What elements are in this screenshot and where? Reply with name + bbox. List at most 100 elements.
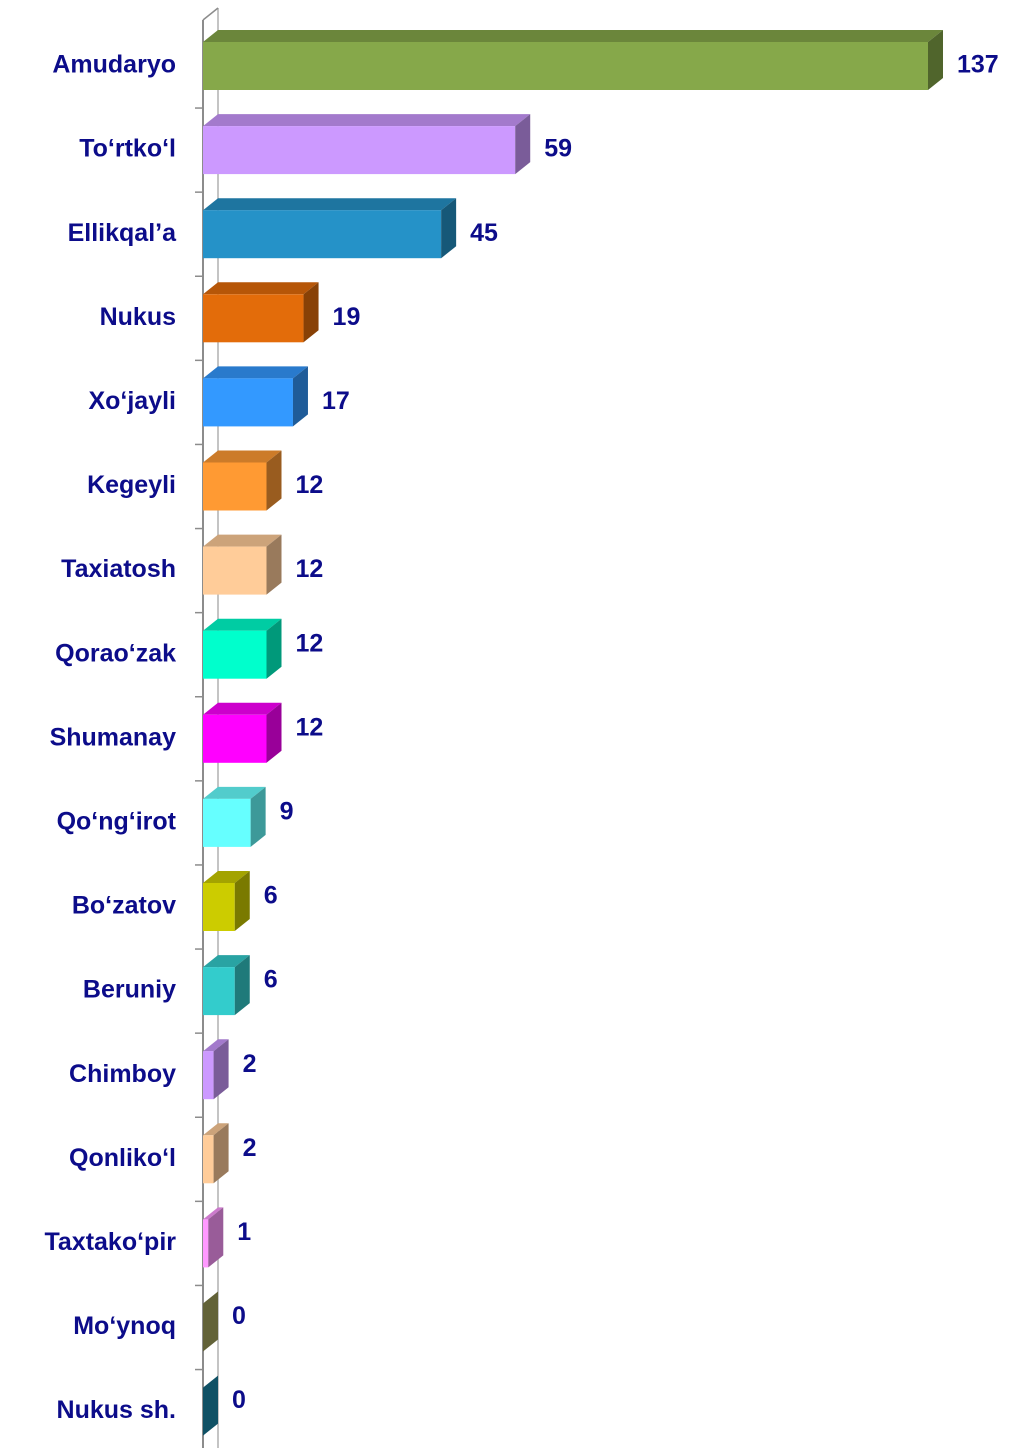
category-label: Nukus xyxy=(100,303,176,331)
bar-front xyxy=(203,294,304,343)
value-label: 2 xyxy=(243,1134,257,1162)
category-label: Shumanay xyxy=(50,723,177,751)
category-label: Taxiatosh xyxy=(61,555,176,583)
bar xyxy=(203,1375,218,1436)
value-label: 12 xyxy=(296,629,324,657)
category-label: Amudaryo xyxy=(52,51,176,79)
bar-side xyxy=(203,1291,218,1352)
bar-side xyxy=(234,955,250,1016)
value-label: 0 xyxy=(232,1386,246,1414)
bar-side xyxy=(441,198,457,259)
category-label: Chimboy xyxy=(69,1060,176,1088)
value-label: 0 xyxy=(232,1302,246,1330)
category-label: Xo‘jayli xyxy=(88,387,176,415)
bar-top xyxy=(203,1123,229,1136)
value-label: 12 xyxy=(296,555,324,583)
value-label: 45 xyxy=(470,219,498,247)
value-label: 9 xyxy=(280,798,294,826)
bar xyxy=(203,450,282,511)
value-label: 137 xyxy=(957,51,999,79)
bar xyxy=(203,1123,229,1184)
bar-side xyxy=(213,1039,229,1100)
category-label: Kegeyli xyxy=(87,471,176,499)
bar-top xyxy=(203,1039,229,1052)
bar xyxy=(203,366,308,427)
axis-top xyxy=(202,7,219,21)
bar-front xyxy=(203,630,267,679)
bar-side xyxy=(515,114,531,175)
bar-side xyxy=(203,1375,218,1436)
bar xyxy=(203,702,282,763)
bar-side xyxy=(208,1207,224,1268)
category-label: Nukus sh. xyxy=(57,1396,176,1424)
bar-top xyxy=(203,618,282,631)
bar-top xyxy=(203,366,308,379)
bar-top xyxy=(203,702,282,715)
category-label: Beruniy xyxy=(83,976,176,1004)
bar-side xyxy=(266,450,282,511)
bar-side xyxy=(234,871,250,931)
category-label: Bo‘zatov xyxy=(72,892,176,920)
value-label: 12 xyxy=(296,471,324,499)
bar-side xyxy=(266,618,282,679)
bar xyxy=(203,955,250,1016)
bar-side xyxy=(292,366,308,427)
bar-side xyxy=(928,30,943,90)
bar xyxy=(203,282,319,343)
bar-top xyxy=(203,198,457,211)
bar xyxy=(203,30,943,90)
bar-top xyxy=(203,450,282,463)
bar-front xyxy=(203,462,267,511)
bar-side xyxy=(266,534,282,595)
bar xyxy=(203,114,531,175)
bar-front xyxy=(203,126,516,175)
bar-front xyxy=(203,967,235,1016)
bar-front xyxy=(203,714,267,763)
bar-front xyxy=(203,378,293,427)
bar-top xyxy=(203,1207,224,1220)
category-label: Qonliko‘l xyxy=(69,1144,176,1172)
bar-front xyxy=(203,1219,209,1268)
value-label: 19 xyxy=(333,303,361,331)
bar xyxy=(203,1207,224,1268)
bar xyxy=(203,534,282,595)
bar xyxy=(203,871,250,931)
category-label: To‘rtko‘l xyxy=(79,135,176,163)
value-label: 2 xyxy=(243,1050,257,1078)
bar xyxy=(203,1039,229,1100)
bar-front xyxy=(203,883,235,931)
bar-top xyxy=(203,871,250,883)
value-label: 59 xyxy=(544,135,572,163)
bar xyxy=(203,786,266,847)
bar-front xyxy=(203,1135,214,1184)
bar-front xyxy=(203,210,442,259)
bar-top xyxy=(203,955,250,968)
value-label: 1 xyxy=(237,1218,251,1246)
bar-top xyxy=(203,534,282,547)
value-label: 17 xyxy=(322,387,350,415)
value-label: 12 xyxy=(296,713,324,741)
value-label: 6 xyxy=(264,882,278,910)
bar-side xyxy=(250,786,266,847)
category-label: Qorao‘zak xyxy=(55,639,176,667)
bar xyxy=(203,1291,218,1352)
bar-top xyxy=(203,30,943,42)
category-label: Qo‘ng‘irot xyxy=(57,808,177,836)
bar-top xyxy=(203,282,319,295)
bar-top xyxy=(203,114,531,127)
bar-front xyxy=(203,42,928,90)
category-label: Mo‘ynoq xyxy=(73,1312,176,1340)
value-label: 6 xyxy=(264,966,278,994)
bar xyxy=(203,198,457,259)
bar-front xyxy=(203,798,251,847)
bar-top xyxy=(203,786,266,799)
category-label: Taxtako‘pir xyxy=(44,1228,176,1256)
bar-side xyxy=(303,282,319,343)
bar xyxy=(203,618,282,679)
bar-front xyxy=(203,1051,214,1100)
category-label: Ellikqal’a xyxy=(68,219,177,247)
bar-side xyxy=(213,1123,229,1184)
bar-side xyxy=(266,702,282,763)
bar-front xyxy=(203,546,267,595)
